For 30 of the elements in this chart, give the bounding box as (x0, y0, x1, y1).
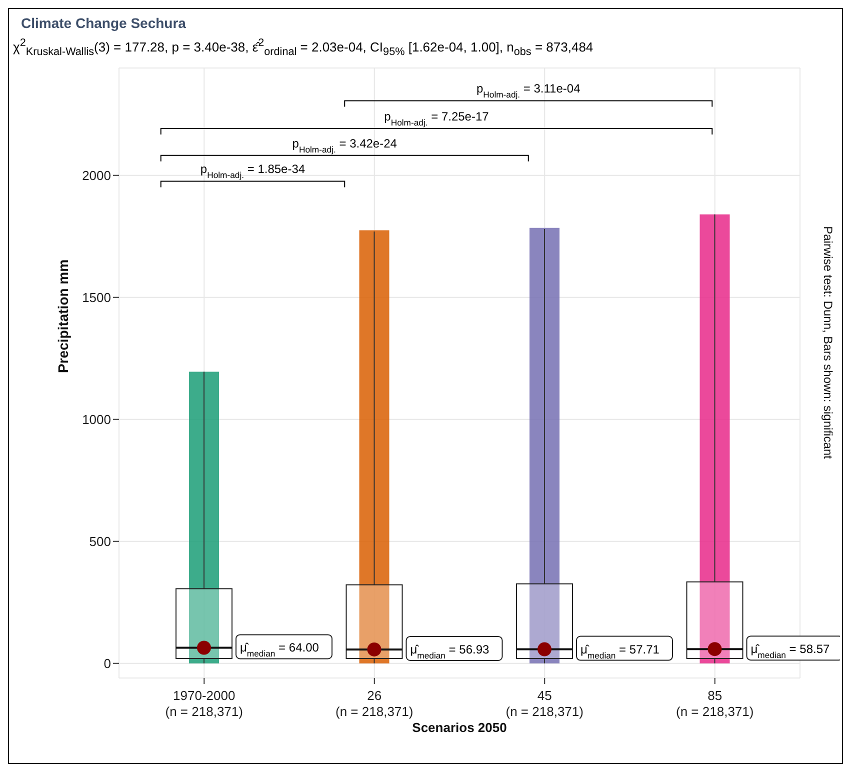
y-tick-label: 500 (89, 534, 111, 549)
text: Pairwise test: Dunn, Bars shown: significant (821, 226, 835, 460)
median-label: μ̂$_{median}$ = 57.71 (576, 636, 673, 661)
annotation: μ̂$_{median}$ = 58.57 (750, 642, 830, 660)
median-label: μ̂$_{median}$ = 58.57 (746, 636, 840, 660)
y-tick-label: 1500 (82, 290, 111, 305)
text: χ$^{2}$$_{Kruskal-Wallis}$(3) = 177.28, p = 3.40e-38, ε̂$^{2}$$_{ordinal}$ = 2.03e-04, CI$_{95%}$ [1.62e-04, 1.00], n$_{obs}$ = 873,484 (13, 37, 594, 58)
annotation: μ̂$_{median}$ = 57.71 (580, 642, 660, 660)
x-tick-label: 26 (n = 218,371) (336, 688, 414, 719)
annotation: p$_{Holm-adj.}$ = 1.85e-34 (200, 162, 306, 180)
median-label: μ̂$_{median}$ = 56.93 (406, 636, 503, 661)
annotation: p$_{Holm-adj.}$ = 3.11e-04 (476, 82, 581, 100)
significance-bracket: p$_{Holm-adj.}$ = 1.85e-34 (160, 162, 346, 188)
significance-bracket: p$_{Holm-adj.}$ = 3.42e-24 (160, 136, 529, 162)
x-tick-label: 45 (n = 218,371) (506, 688, 584, 719)
annotation: μ̂$_{median}$ = 64.00 (240, 640, 320, 659)
median-label: μ̂$_{median}$ = 64.00 (236, 634, 332, 660)
chart-title: Climate Change Sechura (20, 14, 187, 31)
significance-bracket: p$_{Holm-adj.}$ = 3.11e-04 (344, 82, 713, 108)
y-axis-title: Precipitation mm (54, 259, 71, 373)
x-tick-label: 1970-2000 (n = 218,371) (165, 688, 243, 719)
x-axis-title: Scenarios 2050 (412, 720, 507, 735)
x-tick-label: 85 (n = 218,371) (676, 688, 754, 719)
annotation: μ̂$_{median}$ = 56.93 (410, 642, 490, 660)
y-tick-label: 2000 (82, 168, 111, 183)
y-tick-label: 1000 (82, 412, 111, 427)
annotation: p$_{Holm-adj.}$ = 7.25e-17 (384, 109, 490, 128)
y-tick-label: 0 (104, 656, 111, 671)
annotation: p$_{Holm-adj.}$ = 3.42e-24 (292, 136, 398, 154)
significance-bracket: p$_{Holm-adj.}$ = 7.25e-17 (160, 109, 713, 135)
